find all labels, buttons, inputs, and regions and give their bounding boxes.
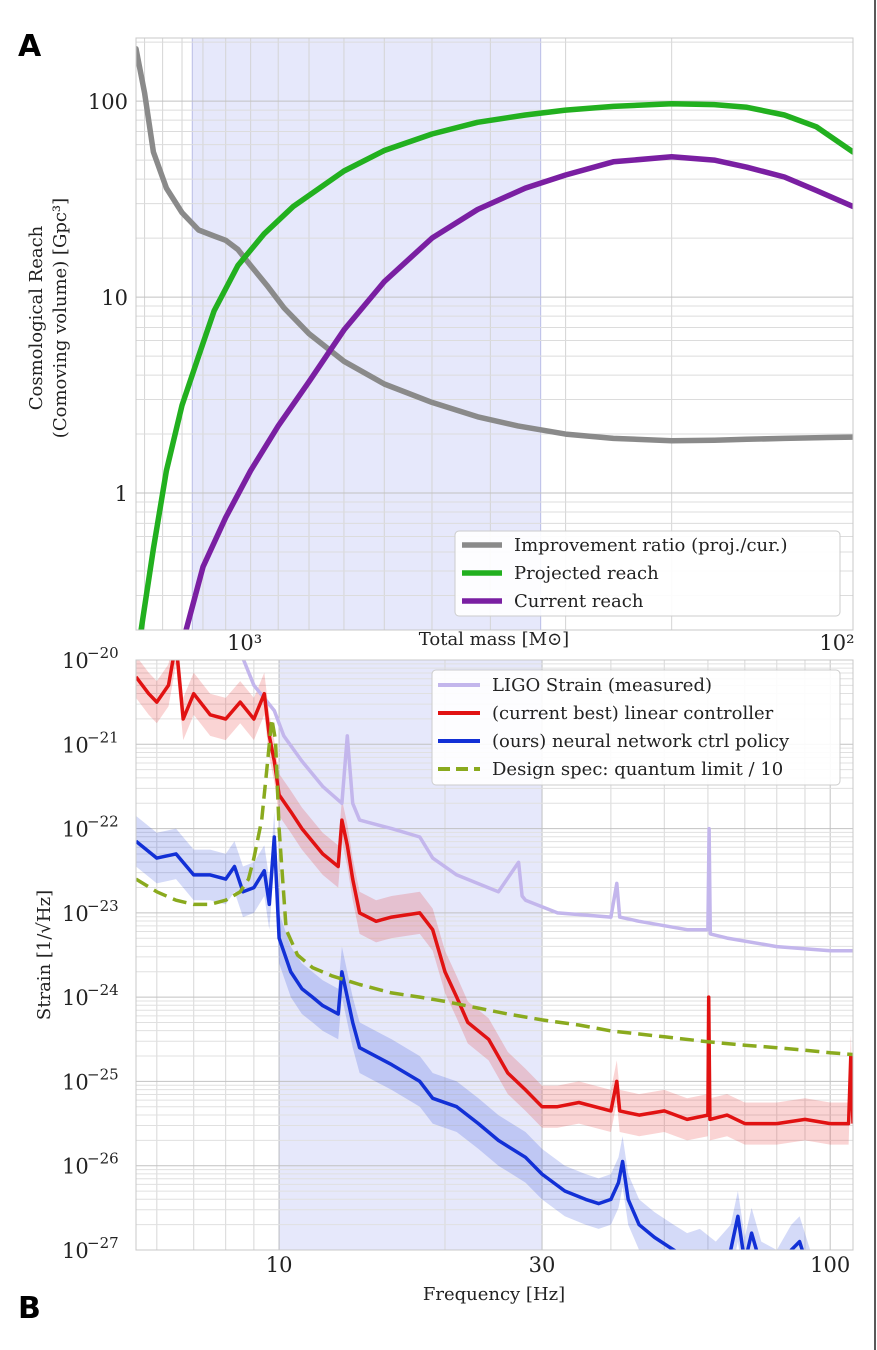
panel-a-ytick-label: 10	[101, 286, 128, 310]
panel-a-legend-label: Projected reach	[514, 563, 659, 584]
panel-a-cosmological-reach-chart: 10³ 10² 1 10 100 Total mass [M⊙] Cosmologica…	[26, 37, 855, 655]
panel-a-series-projected-reach	[138, 100, 853, 630]
panel-a-series-improvement-ratio-proj-cur	[136, 46, 853, 444]
panel-label-a: A	[18, 29, 42, 64]
panel-b-series-ours-neural-network-ctrl-policy	[136, 835, 805, 1250]
panel-a-xtick-label: 10³	[227, 631, 262, 655]
panel-a-xtick-label: 10²	[819, 631, 854, 655]
panel-b-legend-box	[431, 669, 841, 786]
panel-b-ytick-label: 10	[62, 1155, 89, 1179]
panel-b-legend-label: (current best) linear controller	[492, 703, 774, 724]
panel-b-legend: LIGO Strain (measured) (current best) lin…	[431, 669, 841, 786]
panel-a-series-current-reach	[183, 154, 853, 630]
panel-a-ylabel-line2: (Comoving volume) [Gpc³]	[50, 198, 71, 438]
panel-b-ytick-exponent: −22	[87, 813, 119, 831]
panel-b-ytick-exponent: −27	[87, 1234, 119, 1252]
panel-b-legend-label: LIGO Strain (measured)	[492, 675, 712, 696]
panel-b-xtick-label: 10	[266, 1253, 293, 1277]
panel-a-legend: Improvement ratio (proj./cur.) Projected …	[454, 530, 841, 617]
panel-a-ytick-label: 1	[115, 482, 128, 506]
panel-a-ytick-label: 100	[88, 90, 128, 114]
panel-b-ytick-label: 10	[62, 733, 89, 757]
panel-a-ylabel-line1: Cosmological Reach	[26, 225, 47, 410]
panel-b-ytick-exponent: −25	[87, 1065, 119, 1083]
panel-a-xlabel: Total mass [M⊙]	[419, 629, 569, 650]
panel-b-series-ligo-strain-measured	[241, 660, 853, 953]
panel-a-legend-box	[454, 530, 841, 617]
panel-b-xtick-label: 100	[810, 1253, 850, 1277]
panel-b-ytick-exponent: −24	[87, 981, 119, 999]
panel-b-ytick-label: 10	[62, 1239, 89, 1263]
panel-b-ytick-exponent: −21	[87, 728, 119, 746]
panel-b-series-design-spec-quantum-limit-10	[136, 717, 853, 1057]
panel-a-legend-label: Improvement ratio (proj./cur.)	[514, 535, 788, 556]
panel-b-ytick-label: 10	[62, 1070, 89, 1094]
panel-b-ytick-label: 10	[62, 902, 89, 926]
panel-b-ytick-exponent: −23	[87, 897, 119, 915]
panel-b-ytick-label: 10	[62, 986, 89, 1010]
panel-b-ylabel: Strain [1/√Hz]	[34, 890, 55, 1020]
panel-b-ytick-exponent: −26	[87, 1150, 119, 1168]
panel-a-legend-label: Current reach	[514, 591, 644, 612]
panel-b-band-ours-neural-network-ctrl-policy	[136, 811, 811, 1250]
panel-b-legend-label: (ours) neural network ctrl policy	[492, 731, 790, 752]
panel-b-legend-label: Design spec: quantum limit / 10	[492, 759, 783, 780]
panel-b-xtick-label: 30	[529, 1253, 556, 1277]
panel-b-series-current-best-linear-controller	[136, 660, 853, 1126]
panel-b-ytick-exponent: −20	[87, 644, 119, 662]
panel-label-b: B	[18, 1291, 41, 1326]
panel-b-ytick-label: 10	[62, 649, 89, 673]
panel-b-xlabel: Frequency [Hz]	[423, 1284, 565, 1305]
panel-b-ytick-label: 10	[62, 818, 89, 842]
panel-b-strain-chart: 10 30 10010−2010−2110−2210−2310−2410−2510−…	[34, 644, 854, 1305]
